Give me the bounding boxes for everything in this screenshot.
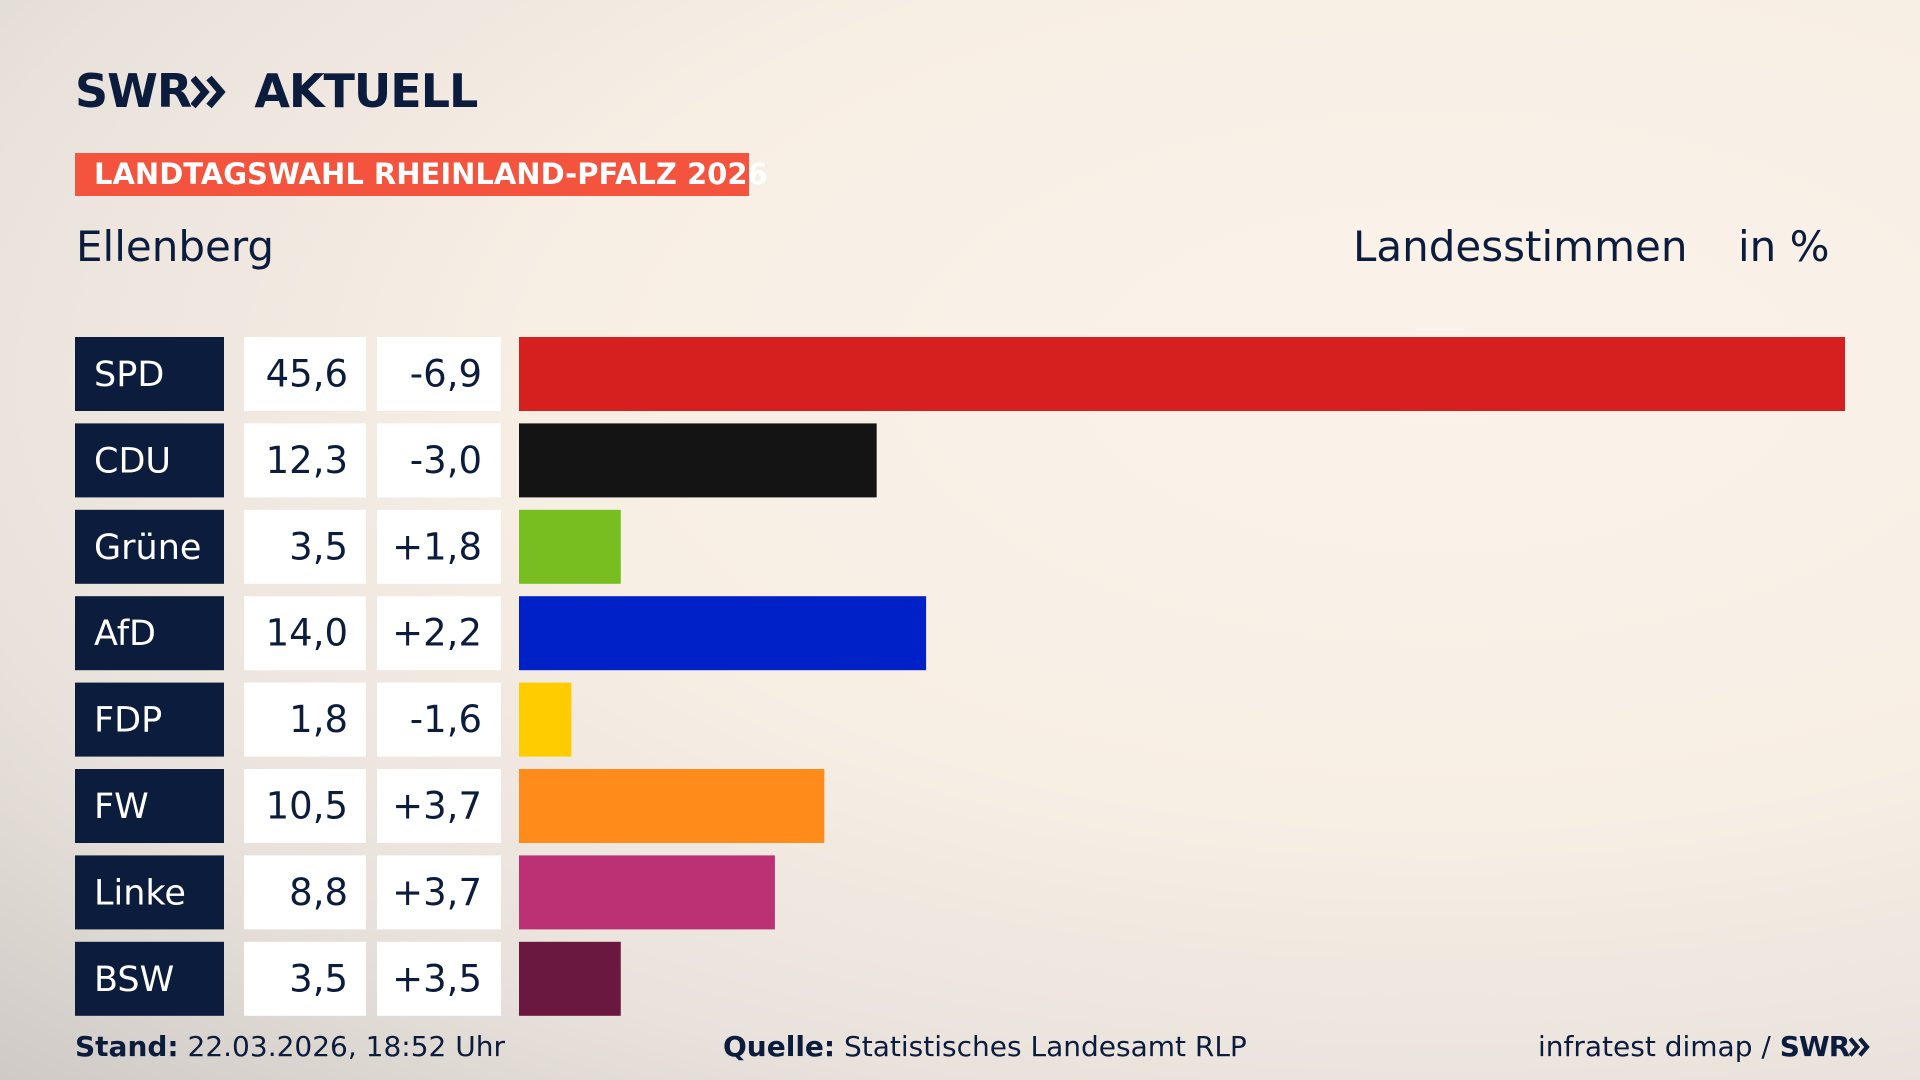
party-label: SPD bbox=[94, 355, 164, 395]
party-label: FW bbox=[94, 787, 149, 827]
date-label: Stand: bbox=[75, 1030, 179, 1063]
value-label: 3,5 bbox=[289, 525, 348, 568]
value-label: 14,0 bbox=[266, 612, 348, 655]
change-cell bbox=[377, 509, 501, 584]
value-cell bbox=[244, 596, 366, 671]
change-cell bbox=[377, 337, 501, 411]
change-label: +3,7 bbox=[392, 871, 482, 914]
change-label: -3,0 bbox=[410, 439, 482, 482]
value-cell bbox=[244, 682, 366, 757]
change-cell bbox=[377, 855, 501, 930]
value-label: 10,5 bbox=[266, 785, 348, 828]
logo-chevrons bbox=[190, 75, 226, 109]
footer-credit: infratest dimap / SWR bbox=[1538, 1030, 1873, 1063]
party-cell bbox=[75, 596, 224, 671]
party-label: FDP bbox=[94, 701, 162, 741]
change-label: -1,6 bbox=[410, 698, 482, 741]
change-cell bbox=[377, 769, 501, 843]
bar bbox=[519, 769, 825, 843]
change-label: +3,7 bbox=[392, 785, 482, 828]
credit: infratest dimap / bbox=[1538, 1030, 1771, 1063]
value-label: 12,3 bbox=[266, 439, 348, 482]
credit-chevrons bbox=[1848, 1037, 1871, 1057]
bar bbox=[519, 682, 572, 757]
value-label: 8,8 bbox=[289, 871, 348, 914]
change-label: +2,2 bbox=[392, 612, 482, 655]
change-cell bbox=[377, 941, 501, 1016]
bar bbox=[519, 596, 927, 671]
footer-source: Quelle: Statistisches Landesamt RLP bbox=[723, 1030, 1247, 1063]
measure: Landesstimmen bbox=[1353, 222, 1688, 271]
value-label: 45,6 bbox=[266, 353, 348, 396]
change-label: +1,8 bbox=[392, 525, 482, 568]
bar bbox=[519, 509, 621, 584]
party-label: AfD bbox=[94, 614, 156, 654]
date: 22.03.2026, 18:52 Uhr bbox=[187, 1030, 505, 1063]
party-cell bbox=[75, 941, 224, 1016]
party-cell bbox=[75, 769, 224, 843]
value-label: 3,5 bbox=[289, 957, 348, 1000]
logo: SWR AKTUELL bbox=[75, 64, 478, 118]
party-label: BSW bbox=[94, 960, 174, 1000]
party-label: CDU bbox=[94, 441, 171, 481]
party-cell bbox=[75, 682, 224, 757]
change-cell bbox=[377, 682, 501, 757]
footer-date: Stand: 22.03.2026, 18:52 Uhr bbox=[75, 1030, 505, 1063]
value-cell bbox=[244, 337, 366, 411]
bar bbox=[519, 941, 621, 1016]
value-cell bbox=[244, 509, 366, 584]
subtitle: Ellenberg bbox=[76, 222, 275, 271]
party-label: Linke bbox=[94, 873, 186, 913]
bar bbox=[519, 337, 1845, 411]
change-cell bbox=[377, 596, 501, 671]
bar bbox=[519, 855, 775, 930]
change-cell bbox=[377, 423, 501, 498]
party-label: Grüne bbox=[94, 528, 201, 568]
source-label: Quelle: bbox=[723, 1030, 836, 1063]
credit-brand: SWR bbox=[1779, 1030, 1851, 1063]
value-label: 1,8 bbox=[289, 698, 348, 741]
party-cell bbox=[75, 855, 224, 930]
change-label: +3,5 bbox=[392, 957, 482, 1000]
change-label: -6,9 bbox=[410, 353, 482, 396]
bar bbox=[519, 423, 877, 498]
party-cell bbox=[75, 337, 224, 411]
logo-product: AKTUELL bbox=[254, 64, 478, 118]
value-cell bbox=[244, 769, 366, 843]
value-cell bbox=[244, 855, 366, 930]
source: Statistisches Landesamt RLP bbox=[844, 1030, 1247, 1063]
logo-brand: SWR bbox=[75, 64, 192, 118]
value-cell bbox=[244, 423, 366, 498]
header-badge: LANDTAGSWAHL RHEINLAND-PFALZ 2026 bbox=[75, 153, 768, 196]
unit: in % bbox=[1738, 222, 1830, 271]
party-cell bbox=[75, 509, 224, 584]
value-cell bbox=[244, 941, 366, 1016]
party-cell bbox=[75, 423, 224, 498]
